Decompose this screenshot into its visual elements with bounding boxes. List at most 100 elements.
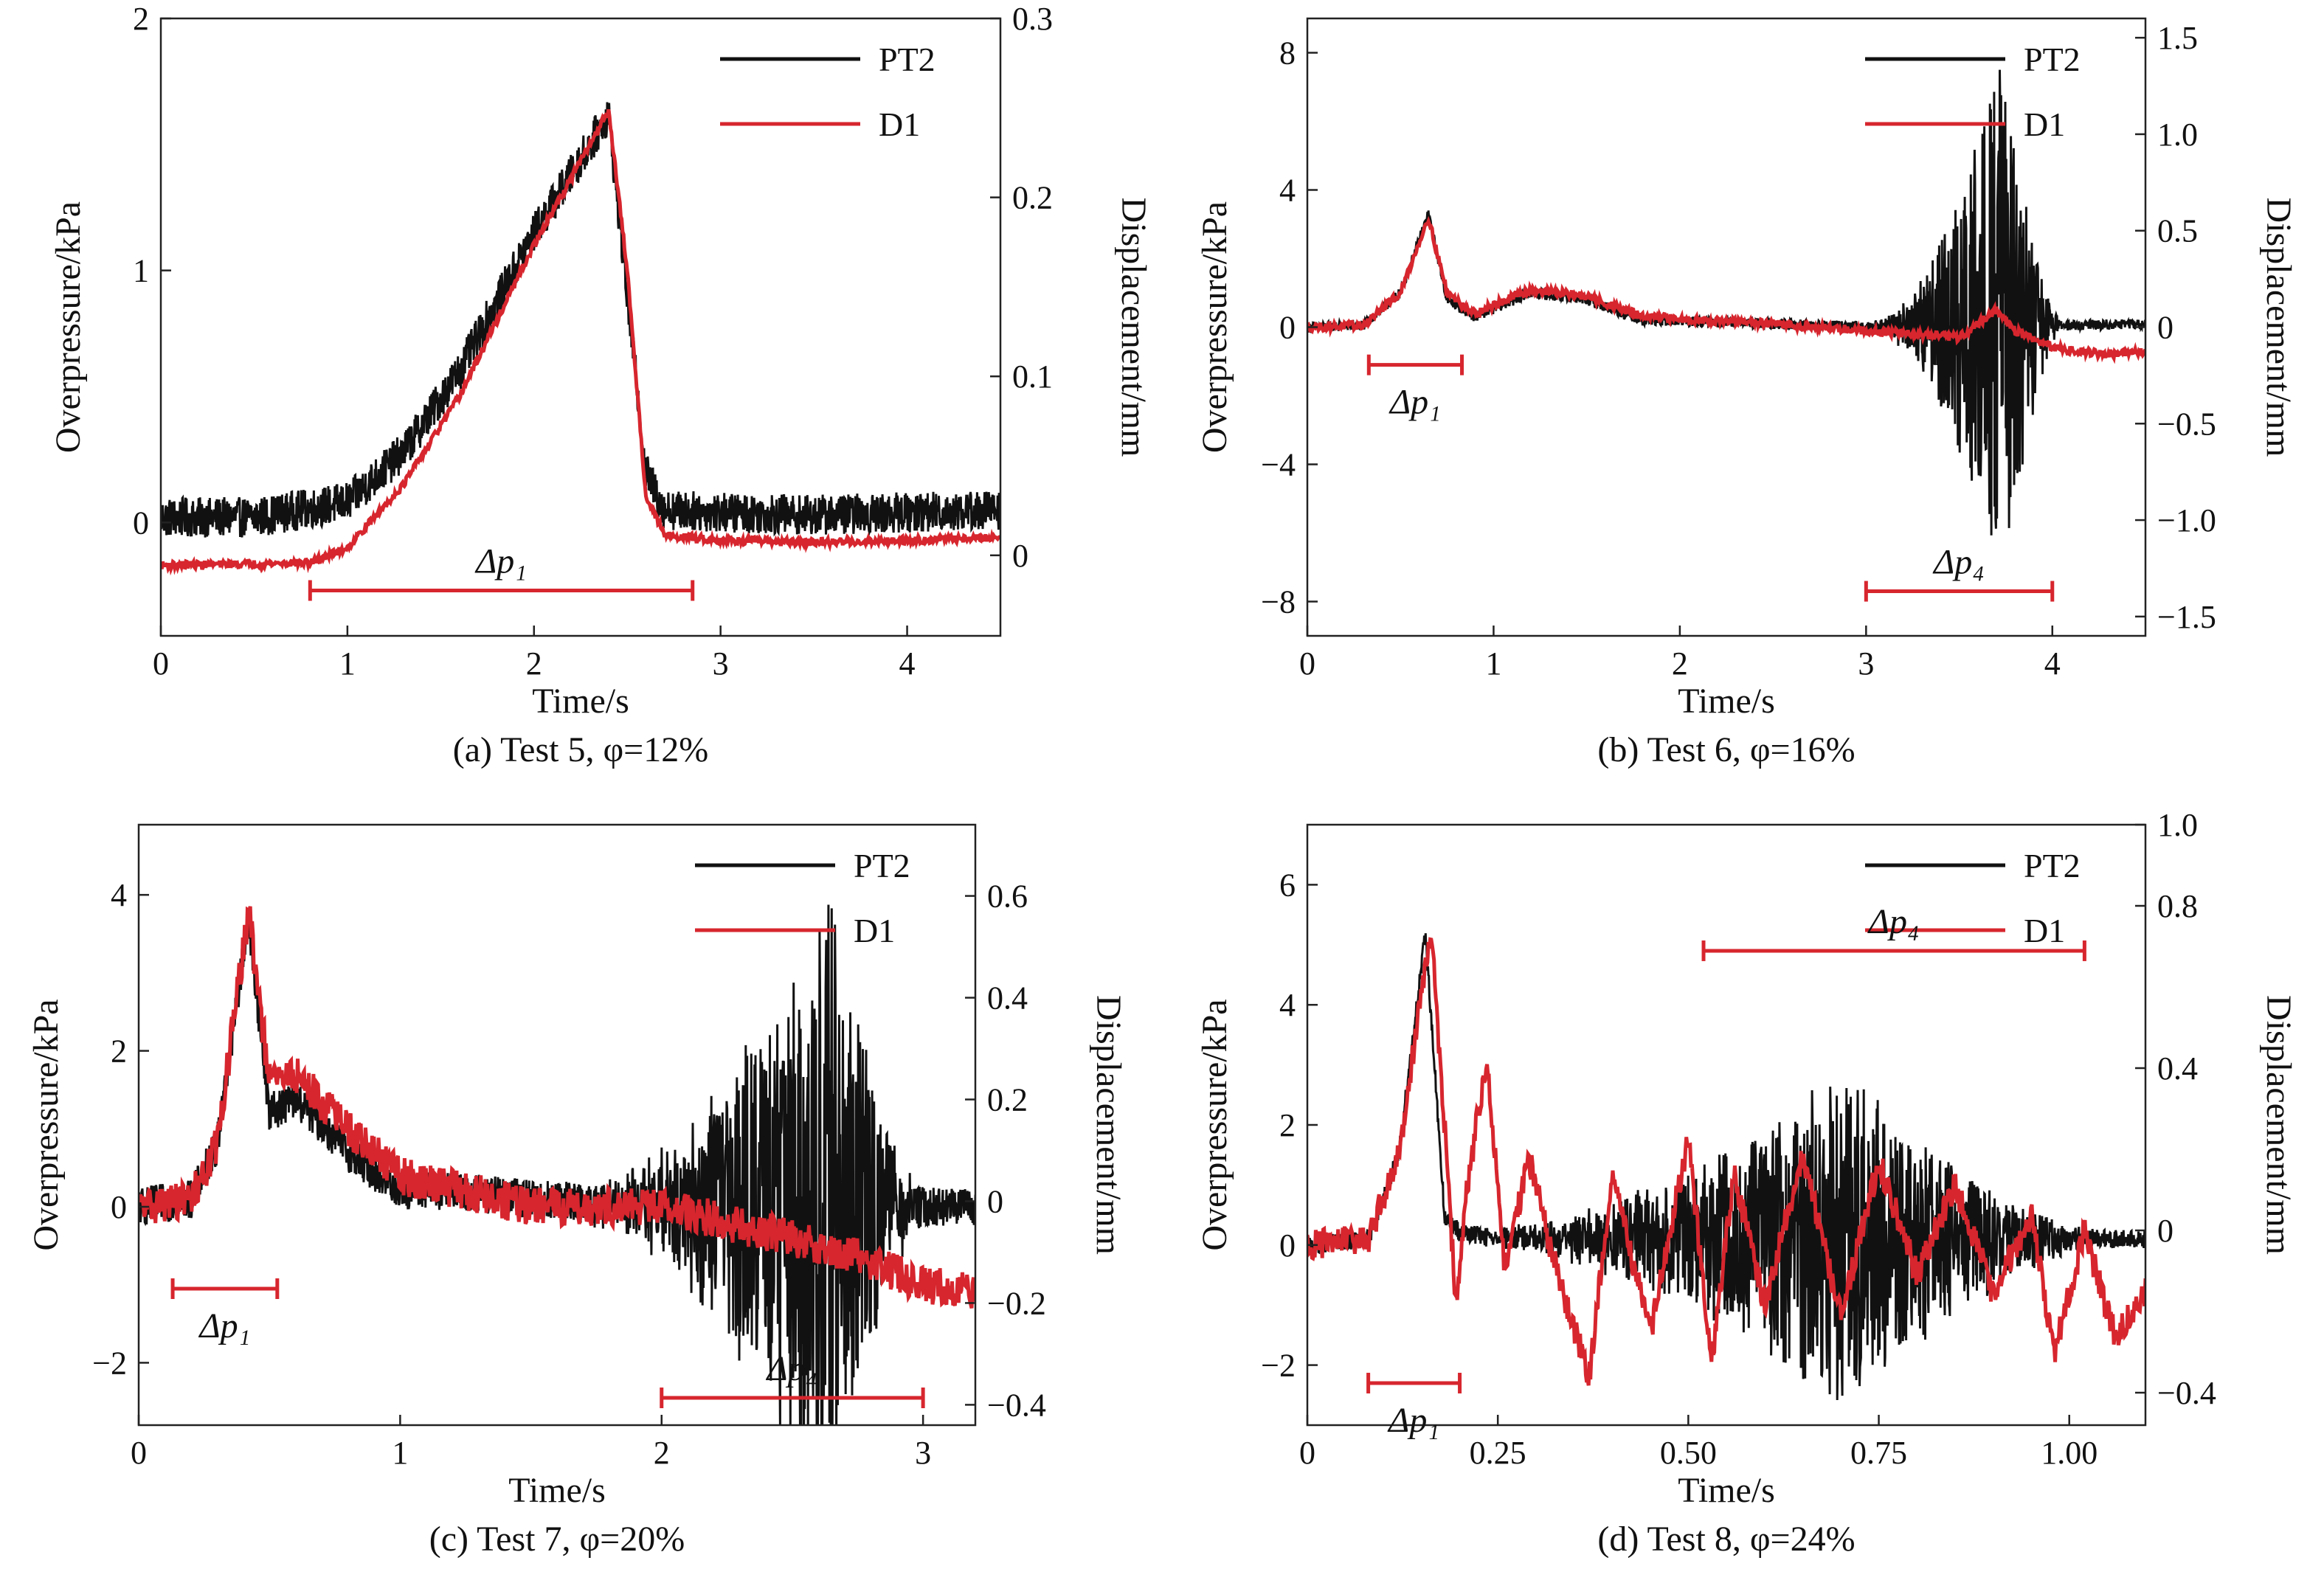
x-tick-label: 0.50 xyxy=(1660,1435,1717,1471)
panel-caption: (c) Test 7, φ=20% xyxy=(429,1520,685,1559)
y2-axis-label: Displacement/mm xyxy=(1114,198,1153,457)
range-label: Δp₄ xyxy=(1932,543,1985,582)
y2-axis-label: Displacement/mm xyxy=(1089,995,1128,1255)
y2-tick-label: 0.6 xyxy=(987,879,1028,915)
y2-tick-label: 0 xyxy=(987,1183,1003,1219)
range-annotation: Δp₄ xyxy=(1864,543,2055,602)
y2-tick-label: 0 xyxy=(1012,538,1028,574)
range-annotation: Δp₁ xyxy=(1366,1373,1462,1440)
legend-label-d1: D1 xyxy=(879,105,920,143)
x-tick-label: 1.00 xyxy=(2041,1435,2098,1471)
x-tick-label: 0.25 xyxy=(1470,1435,1526,1471)
y2-axis-label: Displacement/mm xyxy=(2259,198,2298,457)
y2-tick-label: 0.3 xyxy=(1012,1,1053,37)
y2-tick-label: 0.8 xyxy=(2157,888,2198,924)
y-tick-label: 0 xyxy=(133,505,149,541)
panel-d: 0 0.25 0.50 0.75 1.00 −2 0 2 4 6 −0.4 0 0.4 0.8 1.0 Tim… xyxy=(1195,807,2298,1559)
y-tick-label: 8 xyxy=(1279,35,1296,72)
y-axis-label: Overpressure/kPa xyxy=(1195,201,1234,453)
range-annotation: Δp₄ xyxy=(1701,902,2086,961)
y-tick-label: 2 xyxy=(111,1033,127,1070)
y-axis-label: Overpressure/kPa xyxy=(27,999,66,1250)
x-tick-label: 4 xyxy=(2044,645,2061,682)
x-axis-label: Time/s xyxy=(508,1471,606,1510)
x-tick-label: 2 xyxy=(1672,645,1688,682)
panel-caption: (d) Test 8, φ=24% xyxy=(1597,1520,1855,1559)
y2-tick-label: 0 xyxy=(2157,1213,2173,1249)
y2-tick-label: −0.2 xyxy=(987,1285,1046,1321)
y-tick-label: 0 xyxy=(1279,310,1296,346)
plot-frame xyxy=(137,823,977,1427)
legend-label-d1: D1 xyxy=(2024,105,2065,143)
y-tick-label: 4 xyxy=(111,877,127,913)
y-tick-label: 4 xyxy=(1279,173,1296,209)
y2-tick-label: −0.4 xyxy=(987,1387,1046,1423)
y-tick-label: −4 xyxy=(1261,447,1296,483)
series-d1-line xyxy=(1307,937,2145,1386)
series-d1-line xyxy=(1307,215,2145,364)
y2-tick-label: 1.5 xyxy=(2157,20,2198,56)
y2-tick-label: 0.2 xyxy=(1012,180,1053,216)
x-tick-label: 2 xyxy=(526,645,542,682)
legend-label-pt2: PT2 xyxy=(879,41,936,78)
y2-tick-label: −1.0 xyxy=(2157,502,2216,538)
panel-caption: (a) Test 5, φ=12% xyxy=(453,730,708,769)
series-pt2-line xyxy=(1307,933,2145,1401)
y2-tick-label: 0 xyxy=(2157,310,2173,346)
y-tick-label: 0 xyxy=(1279,1227,1296,1264)
y-tick-label: −2 xyxy=(92,1345,127,1381)
y-tick-label: 4 xyxy=(1279,987,1296,1023)
y-tick-label: −2 xyxy=(1261,1348,1296,1384)
panel-a: 0 1 2 3 4 0 1 2 0 0.1 0.2 0.3 Time/s Overpressure/kPa… xyxy=(49,1,1153,769)
x-tick-label: 1 xyxy=(339,645,356,682)
range-label: Δp₁ xyxy=(474,542,527,581)
plot-frame xyxy=(1306,823,2147,1427)
plot-frame xyxy=(159,17,1002,637)
x-tick-label: 0 xyxy=(1299,645,1315,682)
x-tick-label: 2 xyxy=(654,1435,670,1471)
range-annotation: Δp₁ xyxy=(170,1278,280,1345)
x-tick-label: 3 xyxy=(713,645,729,682)
legend-label-pt2: PT2 xyxy=(2024,41,2081,78)
legend-label-pt2: PT2 xyxy=(854,847,910,884)
range-label: Δp₁ xyxy=(1387,1401,1439,1440)
y2-tick-label: 1.0 xyxy=(2157,807,2198,843)
x-tick-label: 0 xyxy=(131,1435,147,1471)
y2-tick-label: 0.4 xyxy=(2157,1050,2198,1087)
y2-tick-label: 0.4 xyxy=(987,980,1028,1016)
y2-tick-label: 1.0 xyxy=(2157,117,2198,153)
legend-label-pt2: PT2 xyxy=(2024,847,2081,884)
range-label: Δp₁ xyxy=(1388,383,1441,422)
x-axis-label: Time/s xyxy=(1678,1471,1775,1510)
y-axis-label: Overpressure/kPa xyxy=(49,201,88,453)
range-label: Δp₄ xyxy=(766,1349,818,1388)
x-tick-label: 0.75 xyxy=(1850,1435,1907,1471)
y2-tick-label: −0.5 xyxy=(2157,406,2216,442)
x-tick-label: 3 xyxy=(1858,645,1874,682)
series-d1-line xyxy=(161,108,1000,576)
x-tick-label: 4 xyxy=(899,645,916,682)
y2-tick-label: −0.4 xyxy=(2157,1375,2216,1411)
y-tick-label: 1 xyxy=(133,253,149,289)
range-label: Δp₄ xyxy=(1867,902,1920,941)
y2-tick-label: −1.5 xyxy=(2157,599,2216,635)
x-axis-label: Time/s xyxy=(1678,682,1775,721)
y2-tick-label: 0.1 xyxy=(1012,358,1053,395)
x-tick-label: 1 xyxy=(392,1435,408,1471)
legend-label-d1: D1 xyxy=(2024,912,2065,949)
range-annotation: Δp₄ xyxy=(660,1349,925,1408)
range-annotation: Δp₁ xyxy=(308,542,695,601)
x-axis-label: Time/s xyxy=(532,682,629,721)
x-tick-label: 0 xyxy=(153,645,169,682)
legend-label-d1: D1 xyxy=(854,912,895,949)
y-tick-label: −8 xyxy=(1261,584,1296,620)
y-axis-label: Overpressure/kPa xyxy=(1195,999,1234,1250)
y2-tick-label: 0.5 xyxy=(2157,213,2198,249)
x-tick-label: 3 xyxy=(915,1435,931,1471)
y-tick-label: 6 xyxy=(1279,867,1296,903)
series-pt2-line xyxy=(1307,69,2145,536)
range-label: Δp₁ xyxy=(198,1306,251,1345)
y-tick-label: 2 xyxy=(1279,1107,1296,1143)
x-tick-label: 1 xyxy=(1485,645,1501,682)
